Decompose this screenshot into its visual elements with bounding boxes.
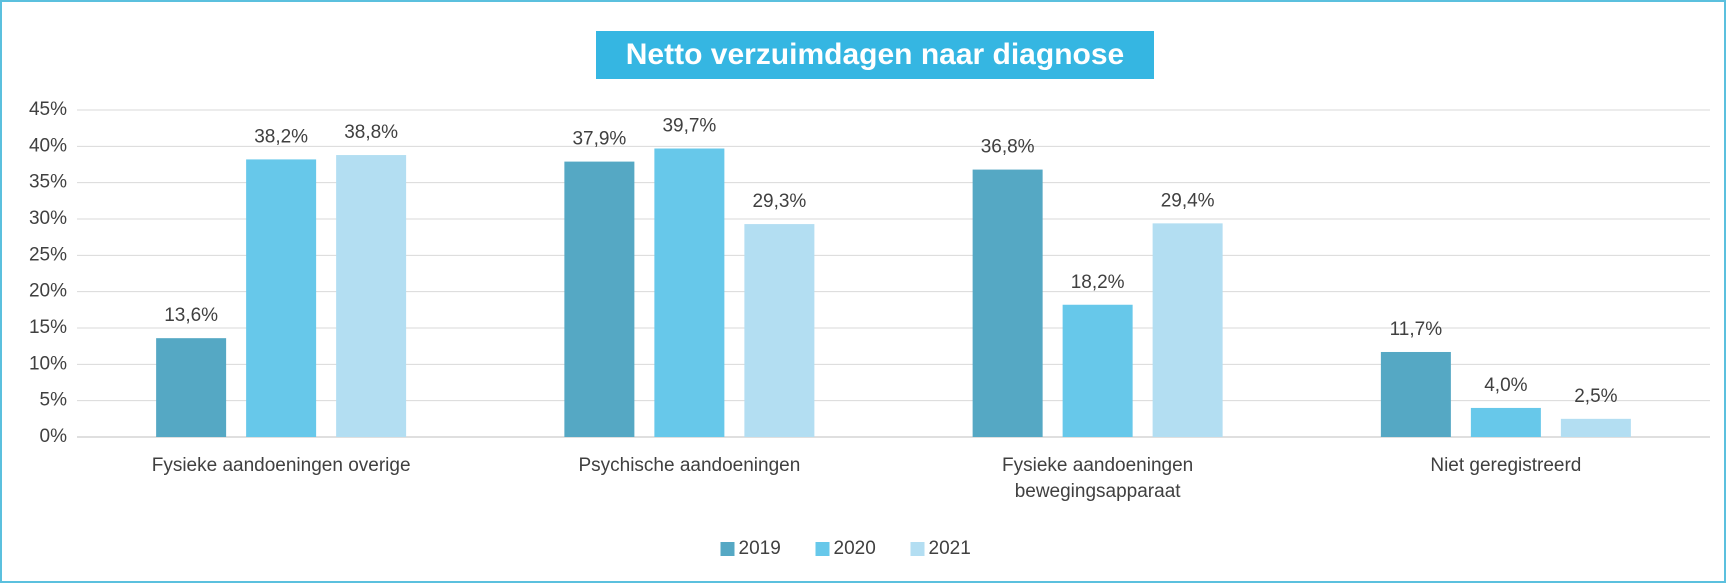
bar xyxy=(744,224,815,437)
y-tick-label: 0% xyxy=(40,426,68,447)
data-label: 2,5% xyxy=(1574,386,1617,407)
legend-label: 2020 xyxy=(834,538,876,559)
y-tick-label: 35% xyxy=(29,172,67,193)
y-tick-label: 40% xyxy=(29,135,67,156)
bar xyxy=(1560,418,1631,437)
data-label: 18,2% xyxy=(1071,272,1125,293)
y-tick-label: 20% xyxy=(29,281,67,302)
x-tick-label: Fysieke aandoeningen overige xyxy=(151,455,411,476)
data-label: 39,7% xyxy=(662,116,716,137)
legend-label: 2021 xyxy=(929,538,971,559)
data-label: 29,4% xyxy=(1161,190,1215,211)
bar xyxy=(654,148,725,437)
y-tick-label: 45% xyxy=(29,99,67,120)
bar xyxy=(1470,407,1541,437)
bar xyxy=(1152,223,1223,437)
data-label: 29,3% xyxy=(752,191,806,212)
x-tick-label: Psychische aandoeningen xyxy=(578,455,801,476)
y-tick-label: 25% xyxy=(29,244,67,265)
chart-title: Netto verzuimdagen naar diagnose xyxy=(626,38,1124,71)
bar xyxy=(564,161,635,438)
bar xyxy=(972,169,1043,437)
data-label: 11,7% xyxy=(1390,319,1443,340)
y-tick-label: 15% xyxy=(29,317,67,338)
data-label: 38,8% xyxy=(344,122,398,143)
data-label: 4,0% xyxy=(1484,375,1527,396)
legend-label: 2019 xyxy=(739,538,781,559)
x-tick-label: Fysieke aandoeningen bewegingsapparaat xyxy=(1002,455,1194,502)
data-label: 13,6% xyxy=(164,305,218,326)
title-box xyxy=(596,31,1154,79)
y-tick-label: 30% xyxy=(29,208,67,229)
data-label: 38,2% xyxy=(254,126,308,147)
bar xyxy=(1380,351,1451,437)
data-label: 36,8% xyxy=(981,137,1035,158)
legend-swatch xyxy=(720,542,735,556)
y-tick-label: 10% xyxy=(29,353,67,374)
legend-swatch xyxy=(910,542,925,556)
bar xyxy=(336,155,407,437)
bar xyxy=(156,338,227,437)
data-label: 37,9% xyxy=(572,129,626,150)
y-tick-label: 5% xyxy=(40,390,68,411)
legend-swatch xyxy=(815,542,830,556)
bar xyxy=(1062,304,1133,437)
x-tick-label: Niet geregistreerd xyxy=(1430,455,1582,476)
bar xyxy=(246,159,317,437)
